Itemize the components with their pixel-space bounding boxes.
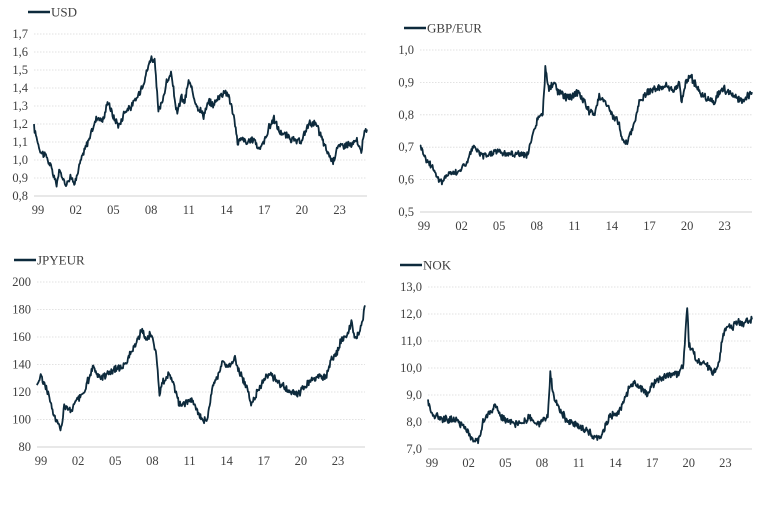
- y-tick-label: 7,0: [406, 442, 422, 456]
- x-tick-label: 14: [220, 203, 233, 217]
- y-tick-label: 8,0: [406, 415, 422, 429]
- usd-chart: 0,8 0,9 1,0 1,1 1,2 1,3 1,4 1,5 1,6 1,7 99 02 05 08 11…: [12, 5, 368, 217]
- x-tick-label: 17: [643, 219, 656, 233]
- y-tick-label: 9,0: [406, 388, 422, 402]
- x-tick-label: 17: [258, 454, 271, 468]
- x-tick-label: 11: [568, 219, 580, 233]
- x-tick-label: 20: [683, 456, 696, 470]
- x-tick-label: 08: [536, 456, 549, 470]
- y-tick-label: 13,0: [400, 280, 422, 294]
- x-tick-label: 11: [184, 454, 196, 468]
- x-tick-label: 17: [646, 456, 659, 470]
- legend-label: JPYEUR: [37, 253, 85, 268]
- y-tick-label: 0,8: [12, 189, 28, 203]
- y-tick-label: 0,7: [398, 140, 414, 154]
- y-tick-label: 0,9: [12, 171, 28, 185]
- x-tick-label: 23: [719, 456, 732, 470]
- nok-chart: 7,0 8,0 9,0 10,0 11,0 12,0 13,0 99 02 05 08 11 14 17 2…: [400, 258, 753, 470]
- legend-label: GBP/EUR: [427, 21, 482, 36]
- x-tick-label: 20: [681, 219, 694, 233]
- x-tick-label: 08: [146, 454, 159, 468]
- x-tick-label: 99: [32, 203, 45, 217]
- y-tick-label: 1,1: [12, 135, 28, 149]
- x-tick-label: 11: [183, 203, 195, 217]
- legend-label: USD: [51, 5, 77, 20]
- x-tick-label: 17: [258, 203, 271, 217]
- x-tick-label: 99: [418, 219, 431, 233]
- y-tick-label: 0,6: [398, 173, 414, 187]
- y-tick-label: 0,5: [398, 205, 414, 219]
- legend-label: NOK: [423, 258, 452, 273]
- x-tick-label: 14: [220, 454, 233, 468]
- x-tick-label: 02: [72, 454, 85, 468]
- y-tick-label: 1,4: [12, 81, 28, 95]
- x-tick-label: 05: [493, 219, 506, 233]
- series-line-jpyeur: [36, 305, 366, 432]
- y-tick-label: 180: [12, 303, 31, 317]
- jpyeur-chart: 80 100 120 140 160 180 200 99 02 05 08 11 14 17 20 23 JP…: [12, 253, 366, 468]
- gbp-eur-chart: 0,5 0,6 0,7 0,8 0,9 1,0 99 02 05 08 11 14 17 20 23 GBP/…: [398, 21, 753, 233]
- x-tick-label: 20: [296, 203, 309, 217]
- y-tick-label: 120: [12, 385, 31, 399]
- y-tick-label: 0,9: [398, 75, 414, 89]
- y-tick-label: 1,0: [12, 153, 28, 167]
- series-line-gbp-eur: [419, 65, 753, 186]
- x-tick-label: 08: [145, 203, 158, 217]
- x-tick-label: 02: [455, 219, 468, 233]
- y-tick-label: 160: [12, 330, 31, 344]
- x-tick-label: 23: [718, 219, 731, 233]
- y-tick-label: 1,2: [12, 117, 28, 131]
- x-tick-label: 05: [109, 454, 122, 468]
- y-tick-label: 100: [12, 413, 31, 427]
- y-tick-label: 80: [19, 440, 32, 454]
- x-tick-label: 14: [606, 219, 619, 233]
- y-tick-label: 1,6: [12, 45, 28, 59]
- y-tick-label: 0,8: [398, 108, 414, 122]
- y-tick-label: 1,0: [398, 43, 414, 57]
- x-tick-label: 23: [333, 203, 346, 217]
- x-tick-label: 99: [426, 456, 439, 470]
- x-tick-label: 14: [609, 456, 622, 470]
- series-line-usd: [33, 55, 368, 188]
- y-tick-label: 200: [12, 275, 31, 289]
- y-tick-label: 1,5: [12, 63, 28, 77]
- y-tick-label: 1,7: [12, 27, 28, 41]
- x-tick-label: 02: [462, 456, 475, 470]
- y-tick-label: 1,3: [12, 99, 28, 113]
- x-tick-label: 05: [499, 456, 512, 470]
- x-tick-label: 11: [573, 456, 585, 470]
- y-tick-label: 10,0: [400, 361, 422, 375]
- x-tick-label: 20: [295, 454, 308, 468]
- x-tick-label: 08: [531, 219, 544, 233]
- x-tick-label: 05: [107, 203, 120, 217]
- x-tick-label: 99: [35, 454, 48, 468]
- series-line-nok: [427, 307, 753, 445]
- y-tick-label: 11,0: [401, 334, 422, 348]
- y-tick-label: 12,0: [400, 307, 422, 321]
- x-tick-label: 02: [69, 203, 82, 217]
- x-tick-label: 23: [332, 454, 345, 468]
- y-tick-label: 140: [12, 358, 31, 372]
